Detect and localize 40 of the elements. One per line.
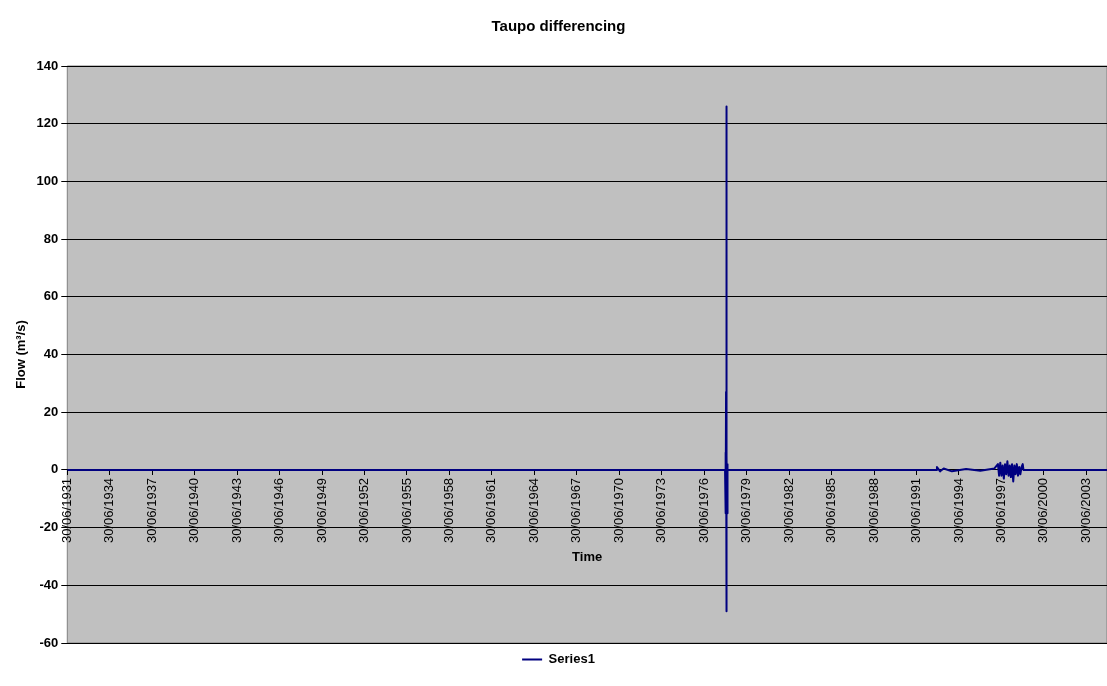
x-tick-label: 30/06/1934 — [101, 477, 117, 543]
x-tick-label: 30/06/1967 — [568, 477, 584, 543]
x-tick-label: 30/06/1973 — [653, 477, 669, 543]
chart-title: Taupo differencing — [491, 17, 626, 35]
x-tick-label: 30/06/1988 — [865, 477, 881, 543]
x-tick-label: 30/06/1994 — [950, 477, 966, 543]
x-tick-label: 30/06/1937 — [143, 477, 159, 543]
x-tick-label: 30/06/1970 — [610, 477, 626, 543]
x-tick-label: 30/06/1991 — [908, 477, 924, 543]
x-tick-label: 30/06/1943 — [228, 477, 244, 543]
x-tick-label: 30/06/1949 — [313, 477, 329, 543]
x-tick-label: 30/06/1961 — [483, 477, 499, 543]
x-tick-label: 30/06/1958 — [441, 477, 457, 543]
x-tick-label: 30/06/1955 — [398, 477, 414, 543]
x-tick-label: 30/06/1985 — [823, 477, 839, 543]
x-tick-label: 30/06/2000 — [1035, 477, 1051, 543]
y-tick-label: 0 — [51, 461, 59, 477]
x-tick-label: 30/06/1982 — [780, 477, 796, 543]
x-tick-label: 30/06/1979 — [738, 477, 754, 543]
x-tick-label: 30/06/1946 — [271, 477, 287, 543]
x-tick-label: 30/06/1931 — [58, 477, 74, 543]
x-tick-label: 30/06/1964 — [525, 477, 541, 543]
x-axis-title: Time — [572, 549, 603, 565]
y-tick-label: 60 — [43, 288, 59, 304]
y-tick-label: 20 — [43, 403, 59, 419]
y-tick-label: 120 — [36, 115, 59, 131]
y-tick-label: 140 — [36, 57, 59, 73]
y-tick-label: -60 — [39, 634, 59, 650]
x-tick-label: 30/06/1940 — [186, 477, 202, 543]
y-axis-title: Flow (m³/s) — [13, 320, 29, 389]
x-tick-label: 30/06/1952 — [356, 477, 372, 543]
y-tick-label: 80 — [43, 230, 59, 246]
legend-label: Series1 — [548, 651, 595, 667]
y-tick-label: 40 — [43, 346, 59, 362]
x-tick-label: 30/06/2003 — [1077, 477, 1093, 543]
x-tick-label: 30/06/1976 — [695, 477, 711, 543]
y-tick-label: -20 — [39, 519, 59, 535]
y-tick-label: -40 — [39, 576, 59, 592]
y-tick-label: 100 — [36, 172, 59, 188]
x-tick-label: 30/06/1997 — [992, 477, 1008, 543]
